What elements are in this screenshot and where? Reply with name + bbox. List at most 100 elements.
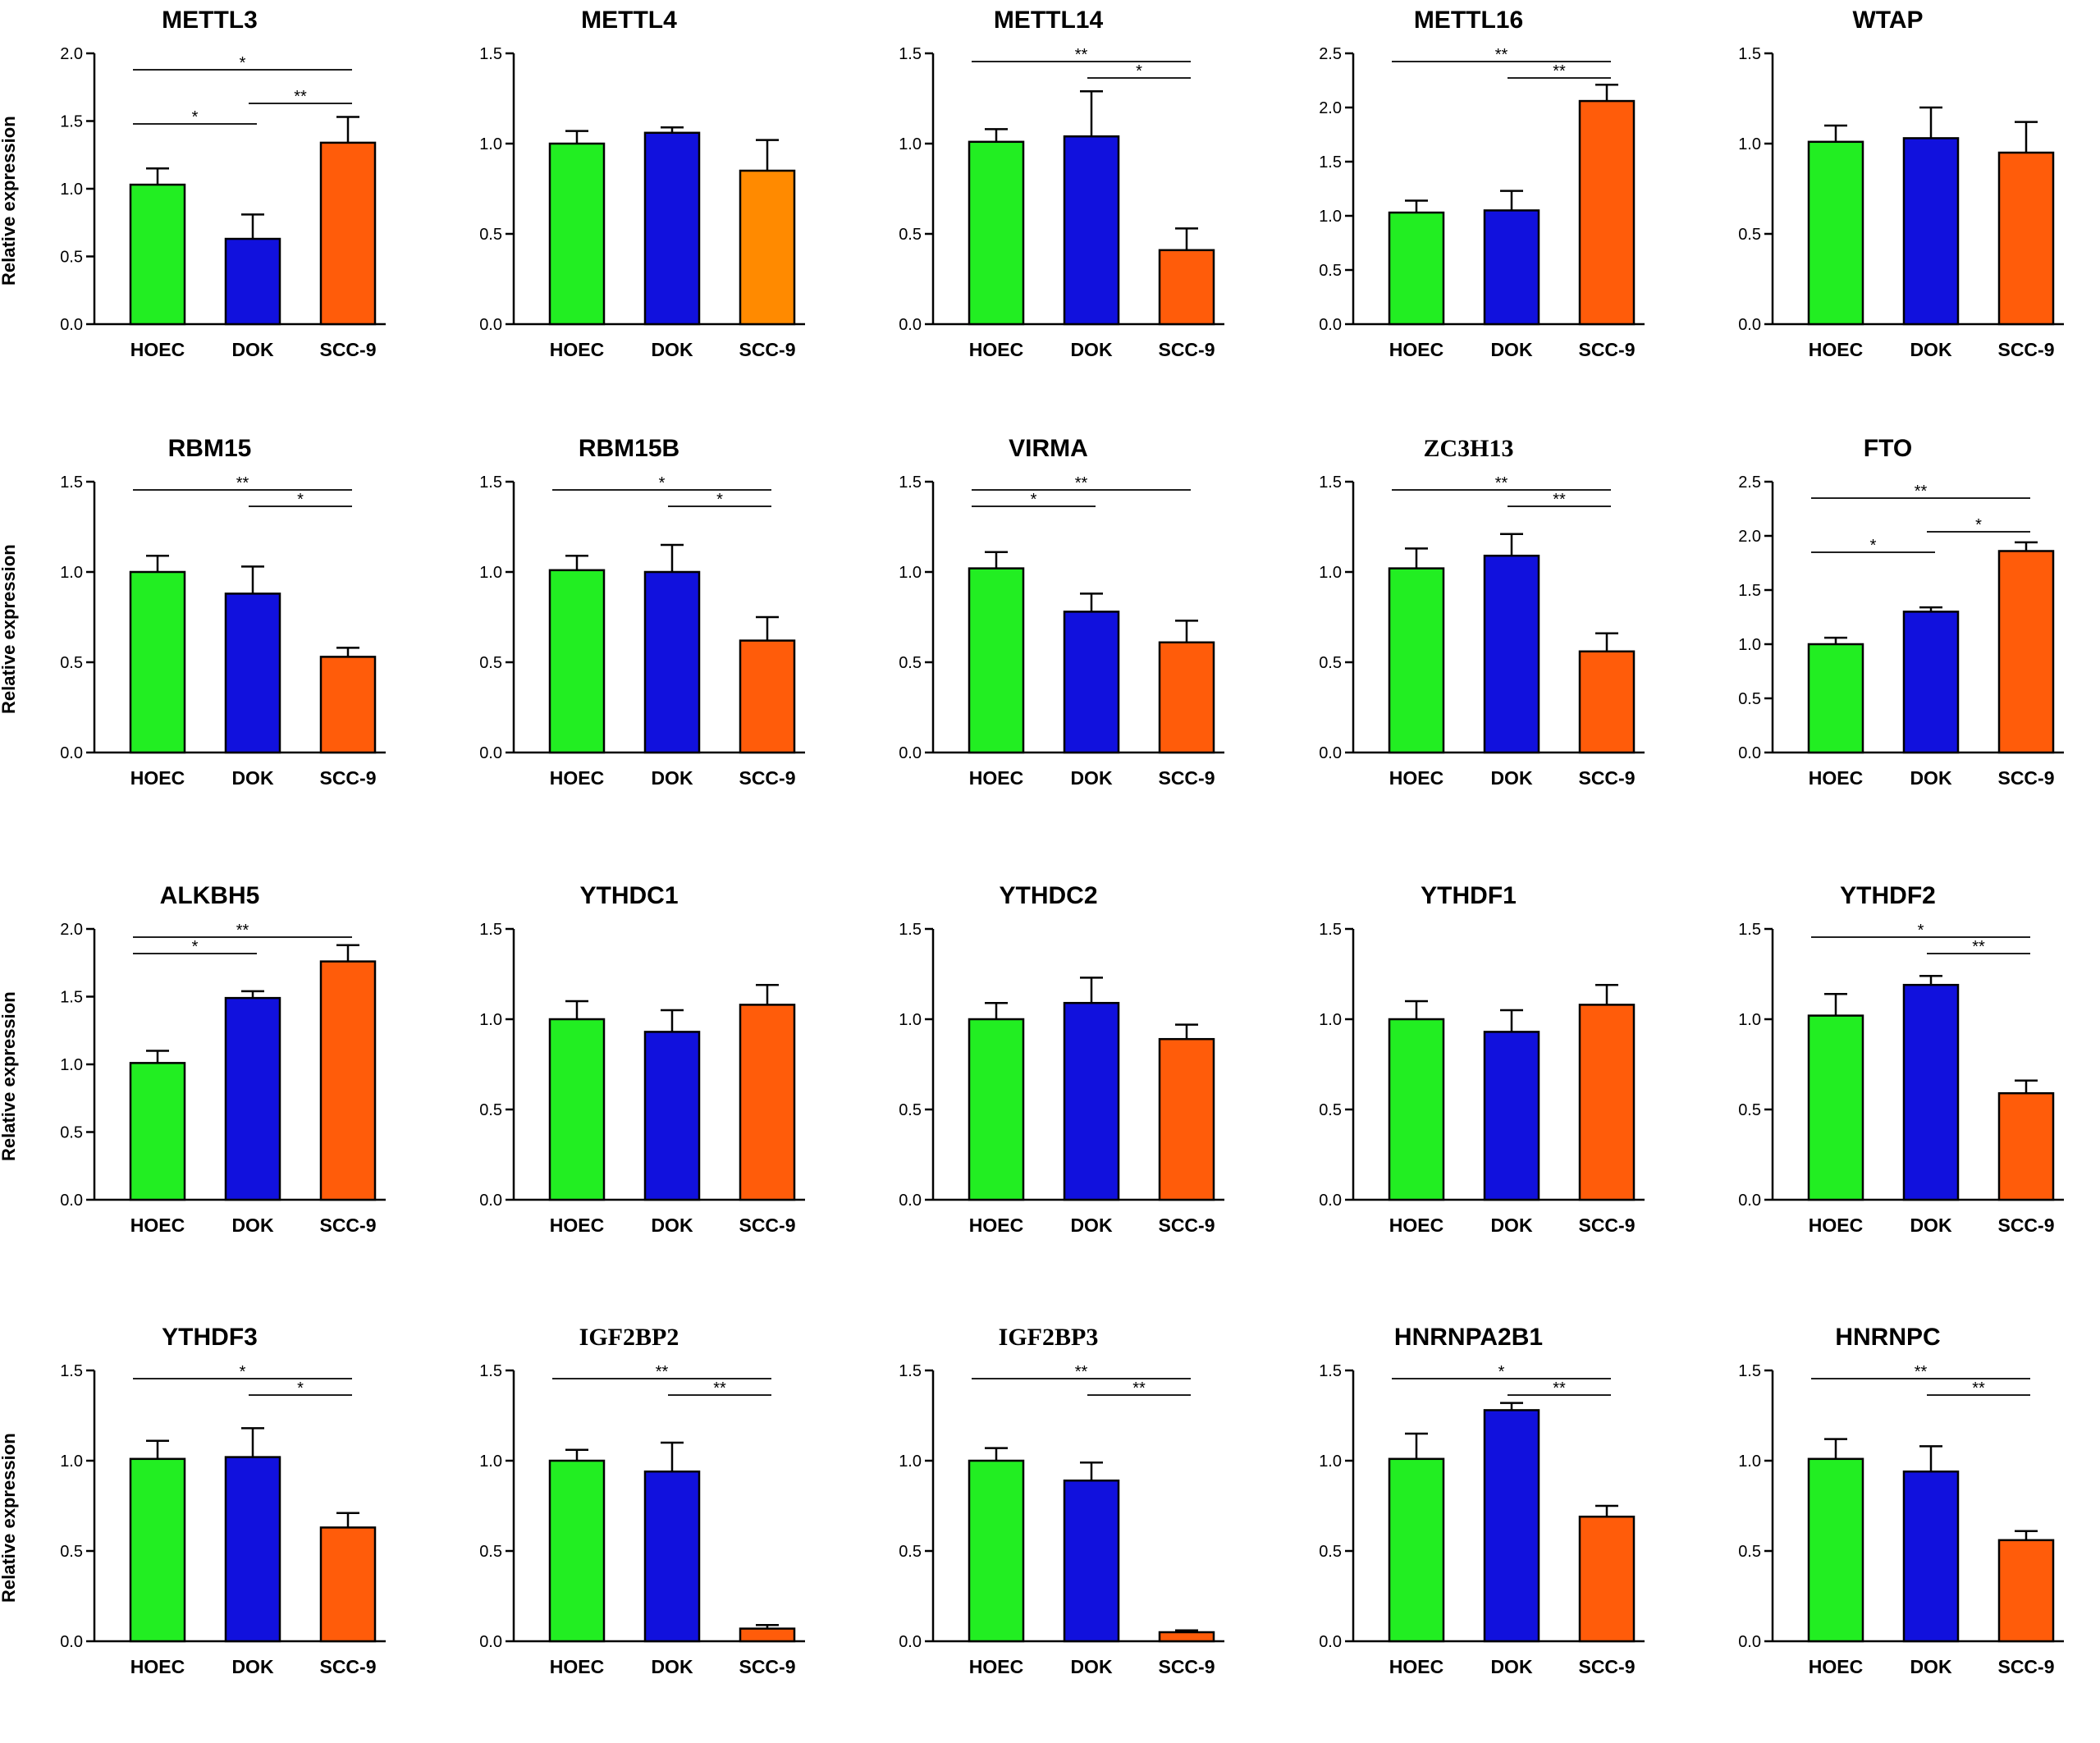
chart-title: HNRNPA2B1 <box>1393 1324 1544 1351</box>
bar-dok <box>1483 1409 1540 1643</box>
x-tick-label: DOK <box>651 339 693 360</box>
chart-title: VIRMA <box>1009 435 1088 462</box>
x-tick-label: HOEC <box>1389 767 1443 789</box>
y-tick-label: 1.0 <box>60 1056 83 1074</box>
y-tick-label: 0.0 <box>479 1633 502 1651</box>
x-tick-label: SCC-9 <box>1997 1215 2054 1236</box>
x-tick-label: SCC-9 <box>1158 1656 1215 1677</box>
y-tick-label: 1.0 <box>1738 1452 1761 1471</box>
y-tick-label: 1.5 <box>60 1362 83 1380</box>
y-tick-label: 0.5 <box>899 1543 922 1561</box>
significance-marker: ** <box>1553 1379 1566 1398</box>
x-tick-label: HOEC <box>969 1215 1023 1236</box>
y-tick-label: 1.0 <box>1319 208 1342 226</box>
y-tick-label: 0.0 <box>479 316 502 334</box>
y-tick-label: 1.0 <box>899 135 922 153</box>
x-tick-label: DOK <box>1490 1656 1533 1677</box>
significance-marker: * <box>297 491 304 509</box>
significance-marker: ** <box>1915 1363 1928 1381</box>
y-tick-label: 1.5 <box>60 989 83 1007</box>
chart-panel-ythdf1: YTHDF1 0.0 0.5 1.0 1.5 HOEC DOK SCC-9 <box>1259 876 1678 1302</box>
y-tick-label: 0.0 <box>1738 1633 1761 1651</box>
significance-marker: ** <box>294 88 307 106</box>
y-tick-label: 0.5 <box>1738 226 1761 244</box>
x-tick-label: HOEC <box>550 339 604 360</box>
significance-marker: * <box>297 1379 304 1398</box>
x-tick-label: SCC-9 <box>1997 339 2054 360</box>
chart-panel-hnrnpc: HNRNPC 0.0 0.5 1.0 1.5 HOEC DOK SCC-9 ** ** <box>1678 1317 2098 1743</box>
bar-scc-9 <box>1997 550 2055 754</box>
y-tick-label: 0.0 <box>479 1192 502 1210</box>
y-tick-label: 0.5 <box>1738 1543 1761 1561</box>
bar-chart-svg: 0.0 0.5 1.0 1.5 HOEC DOK SCC-9 ** ** <box>1319 473 1645 789</box>
chart-panel-mettl4: METTL4 0.0 0.5 1.0 1.5 HOEC DOK SCC-9 <box>419 0 839 426</box>
x-tick-label: HOEC <box>130 767 185 789</box>
x-tick-label: SCC-9 <box>1997 1656 2054 1677</box>
y-tick-label: 1.0 <box>1319 564 1342 582</box>
bar-chart-svg: 0.0 0.5 1.0 1.5 HOEC DOK SCC-9 ** ** <box>1738 1362 2064 1677</box>
bar-dok <box>1483 209 1540 326</box>
bar-scc-9 <box>1158 1037 1215 1201</box>
bar-hoec <box>129 570 186 754</box>
bar-dok <box>1483 1031 1540 1201</box>
bar-scc-9 <box>739 169 796 326</box>
x-tick-label: SCC-9 <box>1997 767 2054 789</box>
y-tick-label: 0.0 <box>60 744 83 762</box>
chart-title: HNRNPC <box>1835 1324 1941 1351</box>
bar-hoec <box>968 1018 1025 1201</box>
y-tick-label: 0.5 <box>1319 1101 1342 1119</box>
x-tick-label: DOK <box>1070 1215 1113 1236</box>
significance-marker: ** <box>1075 474 1088 492</box>
y-tick-label: 0.5 <box>899 226 922 244</box>
y-tick-label: 1.0 <box>899 1452 922 1471</box>
y-tick-label: 1.0 <box>60 1452 83 1471</box>
x-tick-label: DOK <box>231 1656 274 1677</box>
chart-title: RBM15 <box>167 435 252 462</box>
bar-hoec <box>1807 140 1864 326</box>
y-tick-label: 1.5 <box>60 473 83 492</box>
bar-hoec <box>1807 1014 1864 1201</box>
chart-title: FTO <box>1863 435 1913 462</box>
x-tick-label: SCC-9 <box>319 1656 376 1677</box>
x-tick-label: HOEC <box>1809 339 1863 360</box>
bar-scc-9 <box>1578 1515 1636 1643</box>
y-tick-label: 1.0 <box>479 135 502 153</box>
bar-scc-9 <box>739 1004 796 1201</box>
x-tick-label: DOK <box>651 1656 693 1677</box>
y-tick-label: 1.0 <box>479 1452 502 1471</box>
chart-title: YTHDF2 <box>1840 882 1936 909</box>
x-tick-label: SCC-9 <box>1578 767 1635 789</box>
bar-scc-9 <box>319 141 377 326</box>
bar-dok <box>643 570 701 754</box>
chart-title: ALKBH5 <box>159 882 260 909</box>
chart-grid: METTL3 Relative expression 0.0 0.5 1.0 1.5 2.0… <box>0 0 2064 1677</box>
y-tick-label: 0.5 <box>899 1101 922 1119</box>
y-tick-label: 1.5 <box>1738 582 1761 600</box>
y-tick-label: 0.5 <box>899 654 922 672</box>
significance-marker: * <box>716 491 723 509</box>
y-tick-label: 1.0 <box>60 564 83 582</box>
y-tick-label: 2.5 <box>1738 473 1761 492</box>
y-tick-label: 1.0 <box>1738 636 1761 654</box>
y-tick-label: 1.0 <box>479 1011 502 1029</box>
chart-panel-hnrnpa2b1: HNRNPA2B1 0.0 0.5 1.0 1.5 HOEC DOK SCC-9 * ** <box>1259 1317 1678 1743</box>
y-tick-label: 0.0 <box>899 744 922 762</box>
significance-marker: * <box>1498 1363 1505 1381</box>
y-tick-label: 2.0 <box>60 921 83 939</box>
y-tick-label: 2.0 <box>1738 528 1761 546</box>
significance-marker: ** <box>1132 1379 1146 1398</box>
x-tick-label: HOEC <box>1389 1656 1443 1677</box>
chart-panel-zc3h13: ZC3H13 0.0 0.5 1.0 1.5 HOEC DOK SCC-9 ** ** <box>1259 428 1678 854</box>
chart-panel-ythdf3: YTHDF3 Relative expression 0.0 0.5 1.0 1.5 HOE… <box>0 1317 419 1743</box>
bar-chart-svg: 0.0 0.5 1.0 1.5 HOEC DOK SCC-9 <box>479 921 805 1236</box>
bar-scc-9 <box>1997 1091 2055 1201</box>
significance-marker: ** <box>656 1363 669 1381</box>
y-tick-label: 0.5 <box>1319 262 1342 280</box>
y-tick-label: 2.5 <box>1319 45 1342 63</box>
y-tick-label: 0.5 <box>1319 1543 1342 1561</box>
x-tick-label: DOK <box>1490 339 1533 360</box>
